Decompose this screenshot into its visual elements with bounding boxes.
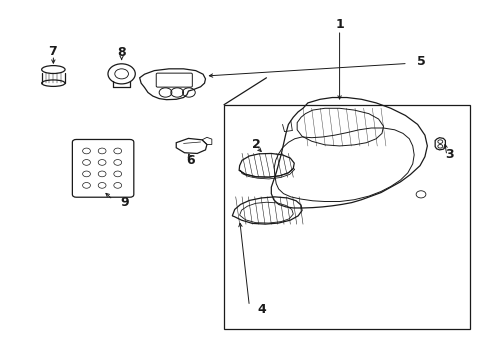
Text: 5: 5 — [416, 55, 425, 68]
Text: 4: 4 — [257, 303, 265, 316]
Text: 1: 1 — [334, 18, 343, 31]
Text: 3: 3 — [444, 148, 453, 161]
Text: 2: 2 — [252, 138, 261, 150]
Text: 8: 8 — [117, 46, 126, 59]
Bar — [224, 105, 469, 329]
Text: 6: 6 — [186, 154, 195, 167]
Text: 9: 9 — [121, 197, 129, 210]
Text: 7: 7 — [48, 45, 57, 58]
